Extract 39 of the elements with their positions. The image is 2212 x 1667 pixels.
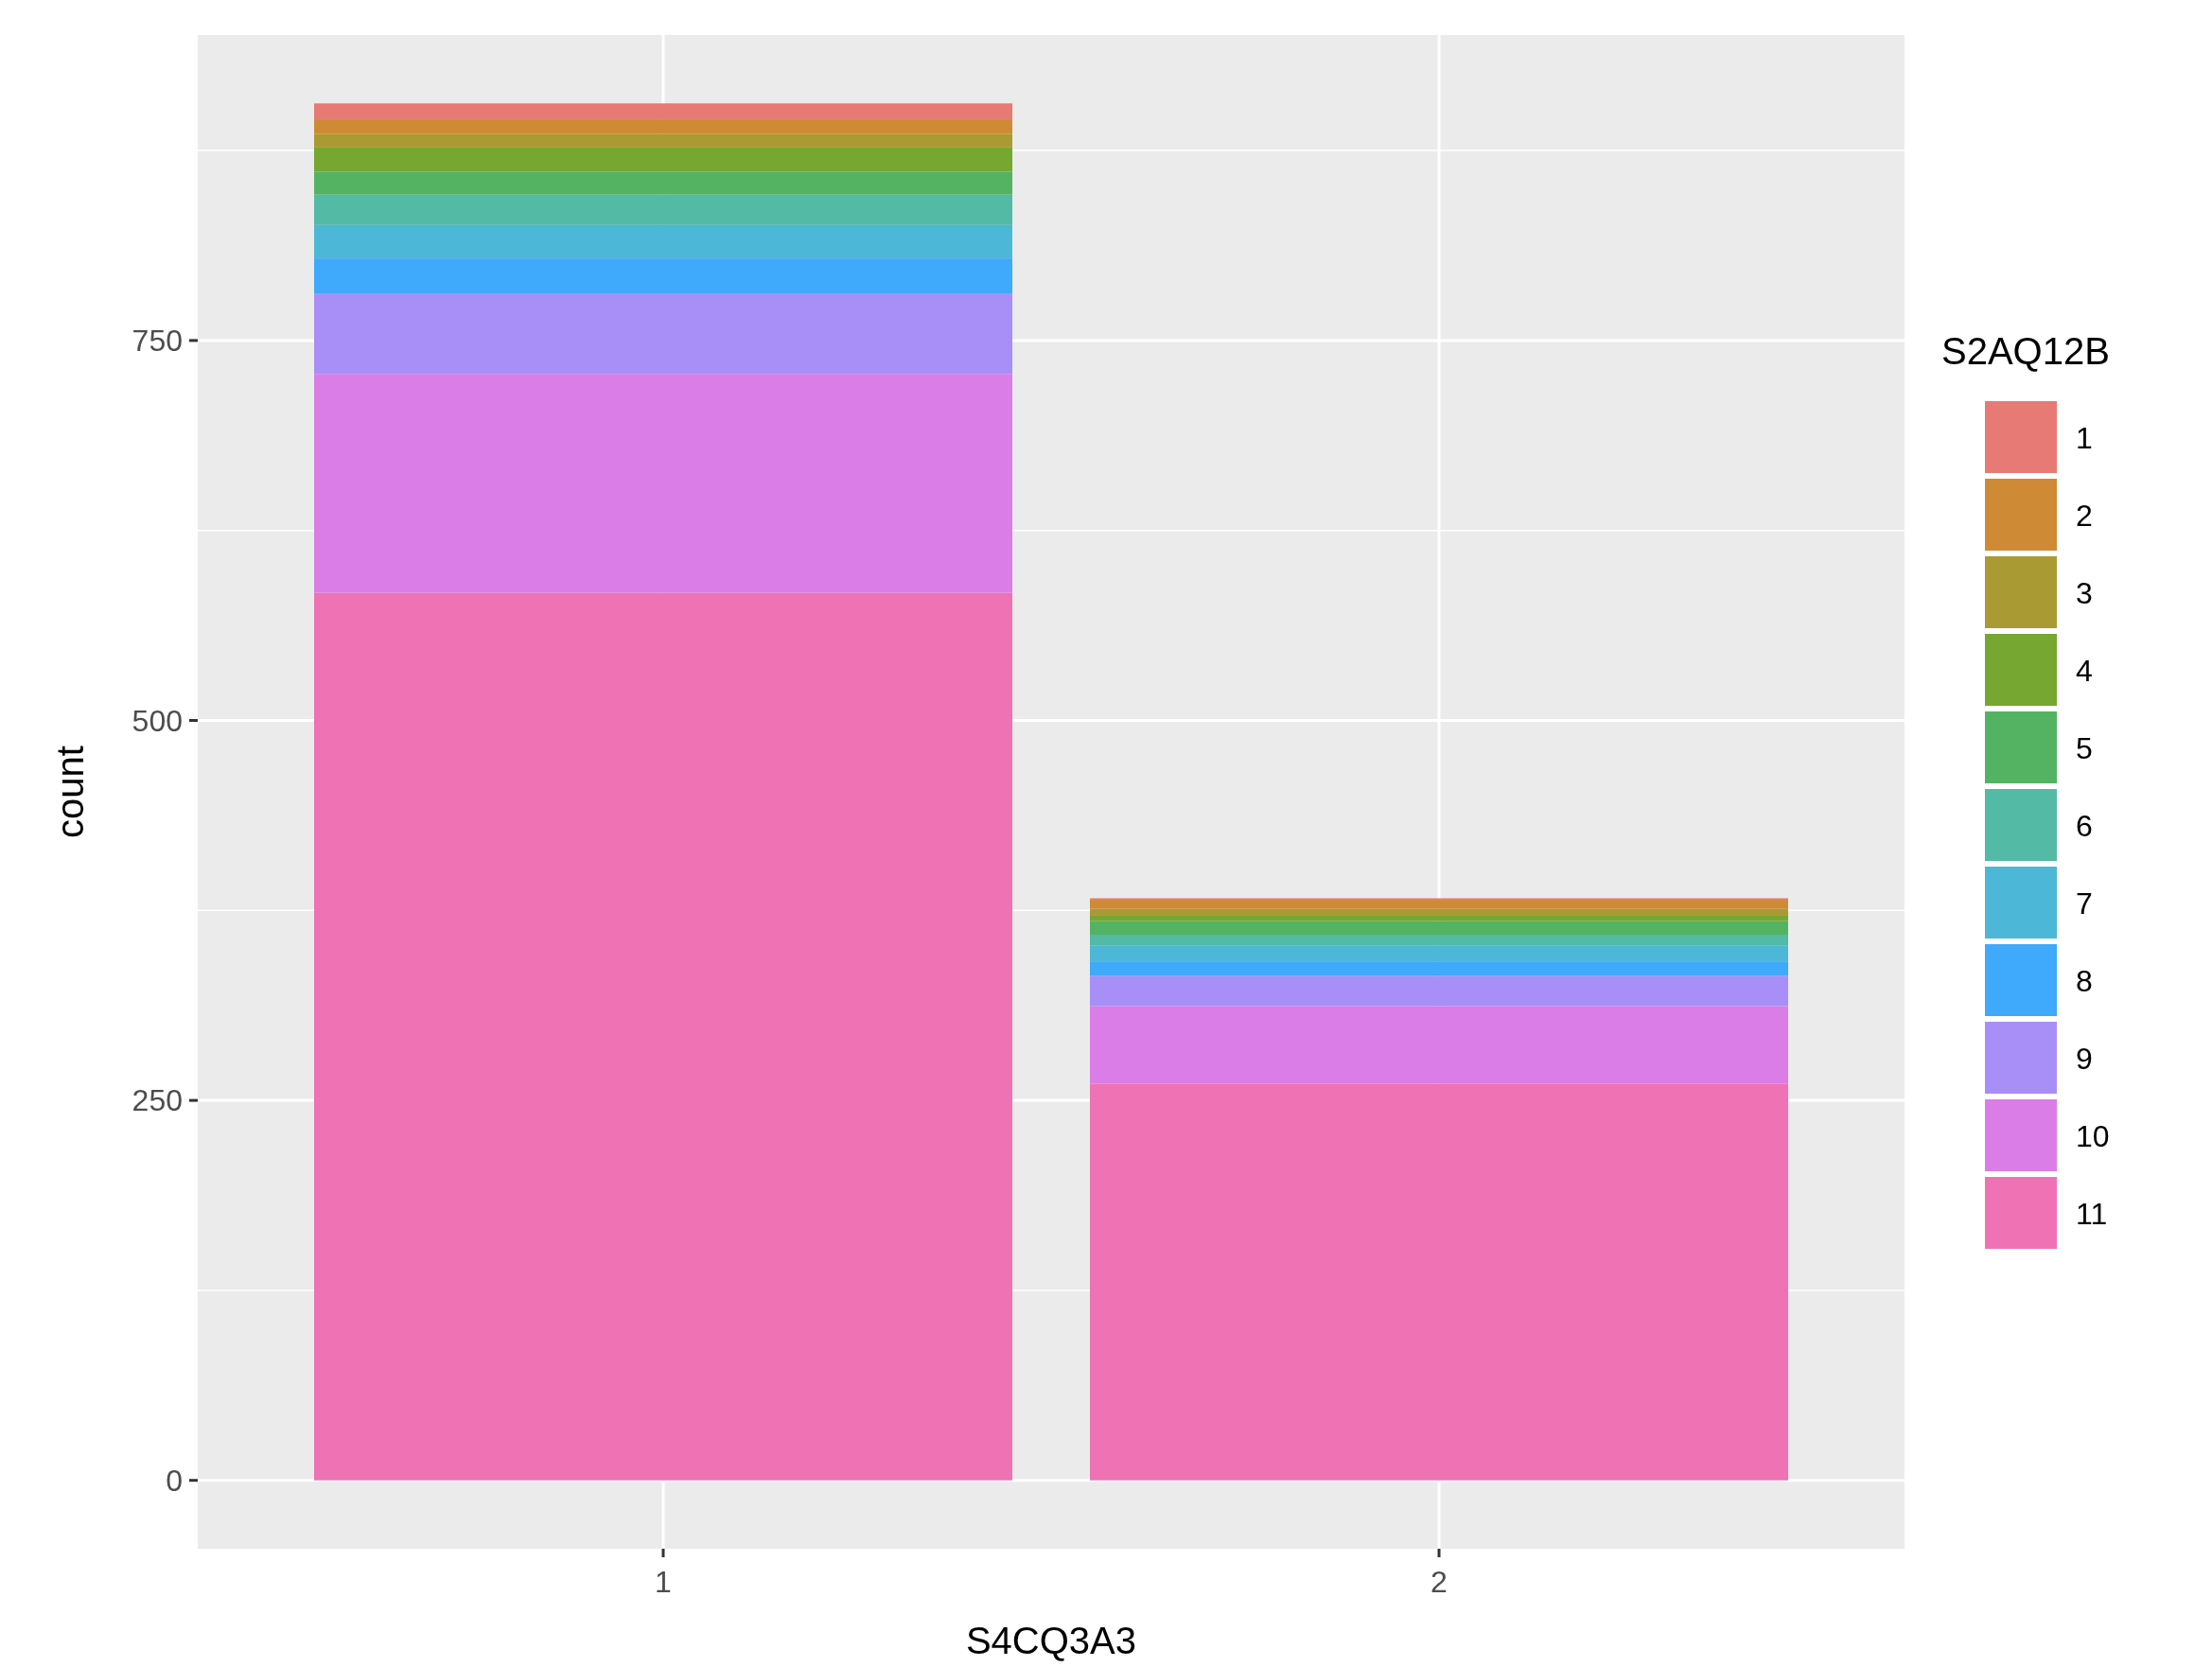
bar xyxy=(314,592,1012,1481)
bar xyxy=(1090,961,1788,976)
bar xyxy=(314,171,1012,195)
bar xyxy=(314,258,1012,294)
legend-label: 7 xyxy=(2076,886,2093,921)
legend-label: 11 xyxy=(2076,1197,2108,1232)
legend-label: 9 xyxy=(2076,1042,2093,1077)
y-tick-label: 500 xyxy=(132,703,183,738)
bar xyxy=(1090,900,1788,909)
legend-title: S2AQ12B xyxy=(1941,330,2110,372)
legend-label: 2 xyxy=(2076,499,2093,534)
bar xyxy=(314,194,1012,225)
y-axis-title: count xyxy=(49,746,91,838)
legend-label: 10 xyxy=(2076,1119,2110,1154)
bar xyxy=(314,133,1012,148)
y-tick-label: 250 xyxy=(132,1083,183,1118)
legend-label: 3 xyxy=(2076,576,2093,611)
legend-label: 5 xyxy=(2076,731,2093,766)
bar xyxy=(1090,908,1788,916)
bar xyxy=(1090,945,1788,962)
bar xyxy=(1090,915,1788,921)
bar xyxy=(314,119,1012,134)
bar xyxy=(1090,975,1788,1007)
legend-label: 4 xyxy=(2076,654,2093,689)
bar xyxy=(1090,1006,1788,1084)
bar xyxy=(314,374,1012,593)
legend-label: 1 xyxy=(2076,421,2093,456)
bar xyxy=(314,293,1012,375)
x-axis-title: S4CQ3A3 xyxy=(965,1620,1137,1661)
bar xyxy=(1090,921,1788,935)
legend-label: 6 xyxy=(2076,809,2093,844)
bar xyxy=(314,103,1012,120)
bar xyxy=(1090,935,1788,946)
bar xyxy=(314,224,1012,259)
bar xyxy=(314,147,1012,172)
legend-label: 8 xyxy=(2076,964,2093,999)
y-tick-label: 750 xyxy=(132,324,183,359)
bar xyxy=(1090,1083,1788,1481)
y-tick-label: 0 xyxy=(166,1463,183,1498)
